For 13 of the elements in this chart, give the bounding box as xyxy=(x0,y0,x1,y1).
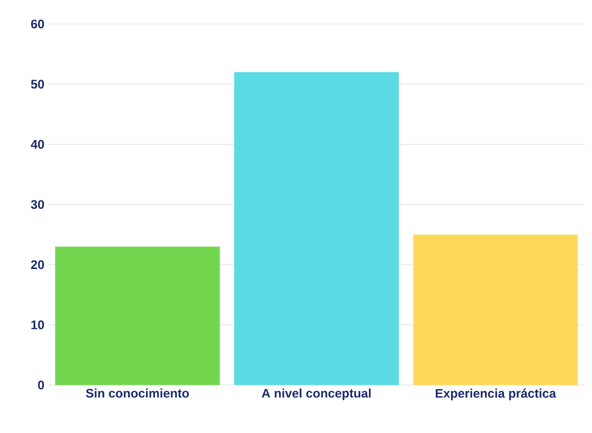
y-tick-label: 30 xyxy=(30,200,44,209)
y-tick-label: 10 xyxy=(31,320,44,330)
bar xyxy=(413,234,578,385)
x-tick-label: Sin conocimiento xyxy=(86,388,189,398)
y-tick-label: 40 xyxy=(30,140,44,149)
bar xyxy=(55,246,220,385)
y-tick-label: 20 xyxy=(31,260,44,270)
x-tick-label: Experiencia práctica xyxy=(436,388,556,400)
y-tick-label: 0 xyxy=(38,380,44,390)
y-tick-label: 60 xyxy=(31,20,44,28)
bar xyxy=(234,72,399,385)
x-tick-label: A nivel conceptual xyxy=(262,388,371,400)
y-tick-label: 50 xyxy=(31,80,44,89)
